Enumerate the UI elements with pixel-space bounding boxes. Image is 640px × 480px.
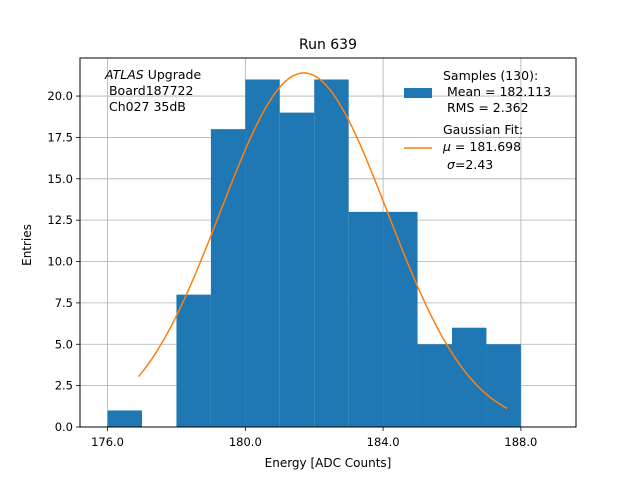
chart-title: Run 639 [299, 37, 357, 53]
annotation-atlas: ATLAS [104, 67, 144, 82]
legend: Samples (130): Mean = 182.113 RMS = 2.36… [404, 68, 551, 172]
y-tick-label: 20.0 [47, 89, 73, 103]
annotation-line-3: Ch027 35dB [105, 99, 186, 114]
legend-sigma-symbol: σ [447, 157, 456, 172]
annotation-line-2: Board187722 [105, 83, 193, 98]
histogram-bar [348, 211, 384, 427]
y-tick-label: 17.5 [47, 130, 73, 144]
histogram-bar [314, 79, 349, 428]
annotation-line-1: ATLAS Upgrade [104, 67, 201, 82]
legend-fit-mu: μ = 181.698 [442, 139, 521, 154]
y-tick-label: 7.5 [55, 296, 73, 310]
y-tick-label: 2.5 [55, 379, 73, 393]
x-axis-label: Energy [ADC Counts] [265, 456, 392, 470]
y-tick-label: 5.0 [55, 337, 73, 351]
x-tick-label: 176.0 [91, 435, 124, 449]
legend-mu-value: = 181.698 [451, 139, 521, 154]
legend-samples-title: Samples (130): [443, 68, 538, 83]
histogram-bar [245, 79, 280, 428]
axis-ticks: 176.0 180.0 184.0 188.0 0.0 2.5 5.0 7.5 10.0 12.5… [47, 89, 537, 449]
legend-samples-rms: RMS = 2.362 [443, 100, 529, 115]
histogram-bar [210, 129, 246, 427]
histogram-bars [107, 79, 521, 428]
y-tick-label: 10.0 [47, 255, 73, 269]
histogram-bar [107, 410, 142, 427]
y-axis-label: Entries [20, 224, 34, 266]
y-tick-label: 0.0 [55, 420, 73, 434]
y-tick-label: 12.5 [47, 213, 73, 227]
x-tick-label: 188.0 [504, 435, 537, 449]
y-tick-label: 15.0 [47, 172, 73, 186]
histogram-bar [417, 344, 452, 427]
histogram-bar [383, 211, 418, 427]
gaussian-fit-curve [137, 72, 508, 410]
x-tick-label: 180.0 [229, 435, 262, 449]
legend-mu-symbol: μ [442, 139, 451, 154]
histogram-bar [279, 112, 315, 428]
x-tick-label: 184.0 [367, 435, 400, 449]
gaussian-fit [137, 72, 508, 410]
legend-fit-title: Gaussian Fit: [443, 122, 523, 137]
histogram-bar [486, 344, 521, 427]
legend-samples-swatch [404, 88, 432, 98]
histogram-bar [176, 294, 211, 427]
annotation-upgrade: Upgrade [144, 67, 202, 82]
legend-sigma-value: =2.43 [455, 157, 493, 172]
legend-samples-mean: Mean = 182.113 [443, 84, 551, 99]
legend-fit-sigma: σ=2.43 [447, 157, 493, 172]
run-annotation: ATLAS Upgrade Board187722 Ch027 35dB [104, 67, 201, 114]
plot-frame [79, 57, 577, 428]
